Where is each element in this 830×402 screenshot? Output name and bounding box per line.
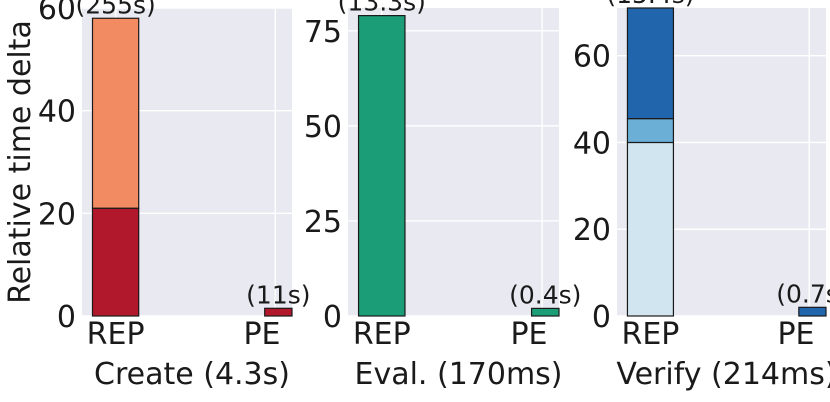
bar-label-pe: (0.4s) bbox=[509, 280, 581, 309]
y-tick-label: 50 bbox=[304, 110, 342, 145]
y-tick-label: 0 bbox=[592, 300, 611, 335]
x-tick-label-pe: PE bbox=[510, 317, 547, 352]
chart-panel-1: (255s) REP (11s) PE 0 20 40 60 Create (4.3s) Rela… bbox=[3, 0, 311, 392]
y-tick-label: 0 bbox=[57, 300, 76, 335]
x-tick-label-rep: REP bbox=[353, 317, 411, 352]
y-tick-label: 40 bbox=[38, 95, 76, 130]
bar-label-pe: (0.7s) bbox=[776, 279, 830, 308]
y-tick-label: 60 bbox=[573, 40, 611, 75]
y-tick-label: 60 bbox=[38, 0, 76, 27]
bar-rep-segment-2 bbox=[626, 118, 675, 144]
y-tick-label: 25 bbox=[304, 205, 342, 240]
x-axis-label: Verify (214ms) bbox=[616, 357, 830, 392]
bar-rep-segment-1 bbox=[626, 141, 675, 317]
bar-rep-segment-1 bbox=[357, 15, 406, 317]
chart-panel-3: (15.4s) REP (0.7s) PE 0 20 40 60 Verify (214ms) bbox=[573, 0, 830, 392]
bar-rep-segment-2 bbox=[91, 17, 140, 209]
y-tick-label: 20 bbox=[38, 197, 76, 232]
bar-label-rep: (15.4s) bbox=[606, 0, 694, 9]
y-tick-label: 20 bbox=[573, 213, 611, 248]
x-tick-label-rep: REP bbox=[621, 317, 679, 352]
y-tick-label: 75 bbox=[304, 15, 342, 50]
x-tick-label-pe: PE bbox=[777, 317, 814, 352]
chart-panel-2: (13.3s) REP (0.4s) PE 0 25 50 75 Eval. (170ms) bbox=[304, 0, 582, 392]
x-axis-label: Create (4.3s) bbox=[94, 357, 290, 392]
x-axis-label: Eval. (170ms) bbox=[354, 357, 562, 392]
x-tick-label-pe: PE bbox=[243, 317, 280, 352]
bar-pe-segment-1 bbox=[530, 307, 560, 317]
bar-label-rep: (13.3s) bbox=[338, 0, 426, 17]
y-axis-label: Relative time delta bbox=[3, 20, 38, 304]
bar-rep-segment-3 bbox=[626, 7, 675, 120]
bar-pe-segment-3 bbox=[798, 306, 827, 317]
y-tick-label: 40 bbox=[573, 126, 611, 161]
bar-pe-segment-1 bbox=[264, 307, 293, 317]
x-tick-label-rep: REP bbox=[87, 317, 145, 352]
y-tick-label: 0 bbox=[323, 300, 342, 335]
bar-label-pe: (11s) bbox=[246, 280, 310, 309]
bar-rep-segment-1 bbox=[91, 207, 140, 317]
bar-label-rep: (255s) bbox=[75, 0, 155, 19]
